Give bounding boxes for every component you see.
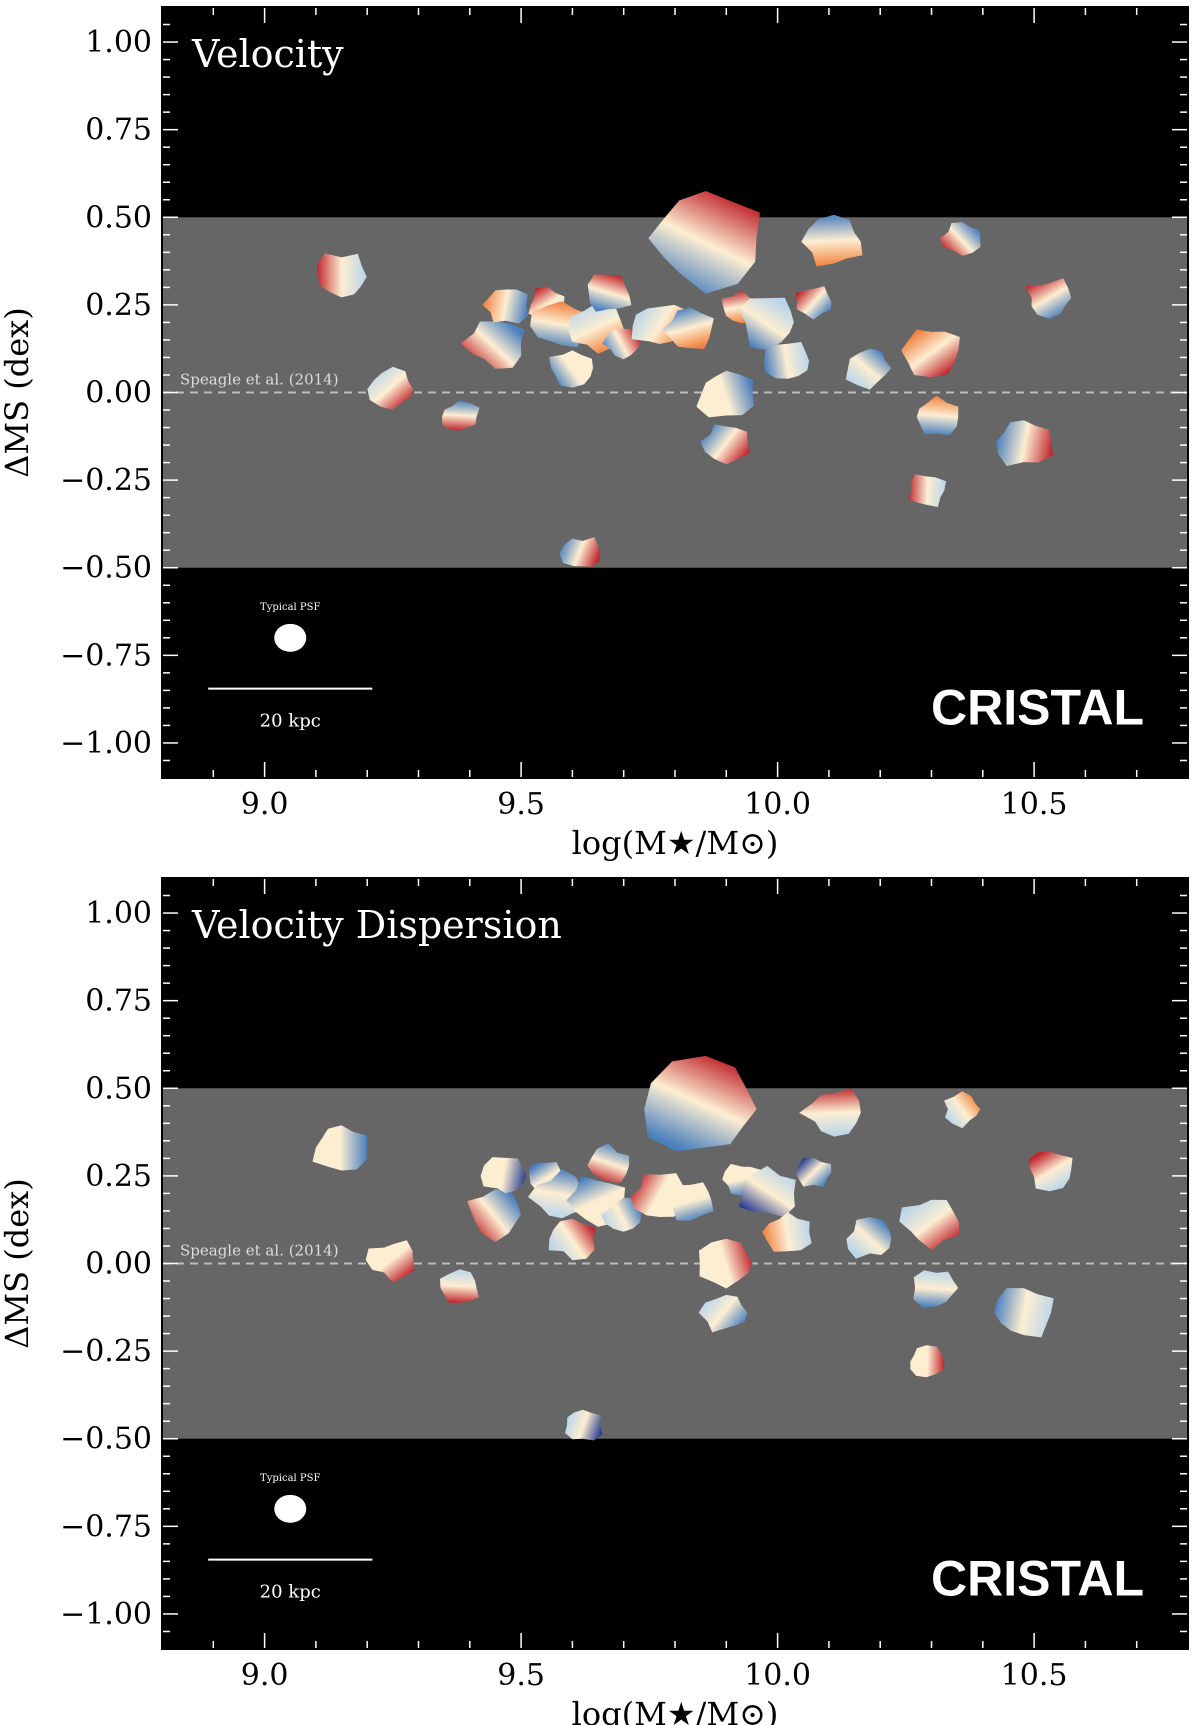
y-tick-label: 0.25 [85,288,152,323]
galaxy-map [940,222,981,256]
galaxy-map [944,1091,981,1129]
galaxy-map [480,1157,527,1194]
galaxy-map [644,1055,757,1152]
y-tick-label: 0.00 [85,376,152,411]
y-axis-title: ΔMS (dex) [0,307,36,477]
galaxy-map [738,297,794,351]
y-tick-label: 0.75 [85,984,152,1019]
galaxy-map [559,537,600,567]
y-tick-label: −0.75 [60,638,152,673]
y-tick-label: −0.50 [60,551,152,586]
galaxy-map [801,214,863,267]
y-tick-label: −0.50 [60,1422,152,1457]
y-tick-label: −1.00 [60,1597,152,1632]
scale-bar-label: 20 kpc [260,711,321,732]
psf-ellipse [274,1494,307,1523]
galaxy-map [696,370,754,418]
galaxy-map [666,1182,714,1221]
x-tick-label: 9.0 [241,1658,289,1693]
y-tick-label: −1.00 [60,726,152,761]
galaxy-map [662,307,714,349]
galaxy-map [1029,1151,1073,1192]
y-tick-label: 1.00 [85,896,152,931]
plot-frame [161,877,1189,1650]
galaxy-map [460,321,525,369]
galaxy-map [440,1269,479,1303]
galaxy-map [910,1345,945,1378]
y-tick-label: 0.50 [85,1071,152,1106]
y-axis-title: ΔMS (dex) [0,1178,36,1348]
y-tick-label: 1.00 [85,25,152,60]
galaxy-map [441,400,480,431]
axis-ticks [161,6,1189,779]
galaxy-map [913,1270,959,1308]
galaxy-map [901,329,960,378]
galaxy-map [316,253,367,298]
x-tick-label: 10.0 [744,1658,811,1693]
x-tick-label: 10.5 [1001,787,1068,822]
galaxy-map [365,1240,415,1283]
galaxy-map [763,342,810,379]
x-tick-label: 9.5 [497,787,545,822]
galaxy-map [899,1199,960,1251]
galaxy-map [549,350,593,388]
panel-title: Velocity Dispersion [191,903,562,947]
galaxy-map [846,1217,892,1259]
psf-ellipse [274,623,307,652]
y-tick-label: −0.25 [60,1334,152,1369]
x-tick-label: 9.0 [241,787,289,822]
galaxy-map [795,1157,832,1187]
psf-label: Typical PSF [260,1473,320,1484]
galaxy-map [602,328,642,360]
y-tick-label: 0.75 [85,113,152,148]
galaxy-map [700,424,751,465]
galaxy-map [916,395,959,436]
reference-line-label: Speagle et al. (2014) [180,371,339,389]
psf-label: Typical PSF [260,602,320,613]
galaxy-map [1025,278,1072,319]
y-tick-label: 0.00 [85,1247,152,1282]
galaxy-map [845,348,892,390]
galaxy-map [908,474,946,507]
galaxy-map [467,1189,521,1242]
axis-ticks [161,877,1189,1650]
galaxy-map [565,1409,603,1441]
galaxy-map [482,289,529,324]
galaxy-map [630,1173,687,1217]
galaxy-map [648,191,760,294]
plot-frame [161,6,1189,779]
reference-line-label: Speagle et al. (2014) [180,1242,339,1260]
velocity-dispersion-panel: Speagle et al. (2014) 9.0 9.5 10.0 10.5 1.00 0… [0,877,1189,1725]
x-tick-label: 10.0 [744,787,811,822]
galaxy-map [312,1125,368,1171]
x-tick-label: 9.5 [497,1658,545,1693]
panel-title: Velocity [191,32,344,76]
y-tick-label: 0.50 [85,200,152,235]
scale-bar-label: 20 kpc [260,1582,321,1603]
galaxy-map [587,1143,630,1183]
y-tick-label: −0.75 [60,1509,152,1544]
galaxy-map [600,1197,642,1232]
x-axis-title: log(M★/M⊙) [572,1695,779,1725]
velocity-panel: Speagle et al. (2014) 9.0 9.5 10.0 10.5 1.00 0… [0,6,1189,862]
galaxy-map [762,1212,812,1252]
x-axis-title: log(M★/M⊙) [572,824,779,862]
galaxy-map [699,1238,753,1289]
cristal-logo: CRISTAL [931,1550,1144,1606]
cristal-logo: CRISTAL [931,679,1144,735]
x-tick-label: 10.5 [1001,1658,1068,1693]
galaxy-map [367,366,414,410]
galaxy-map [994,1288,1054,1338]
galaxy-map [996,420,1054,467]
galaxy-map [587,274,632,312]
galaxy-map [698,1294,748,1333]
galaxy-map [799,1088,861,1137]
galaxy-map [548,1218,596,1261]
galaxy-map [795,286,832,320]
y-tick-label: 0.25 [85,1159,152,1194]
y-tick-label: −0.25 [60,463,152,498]
galaxy-map [738,1165,796,1218]
